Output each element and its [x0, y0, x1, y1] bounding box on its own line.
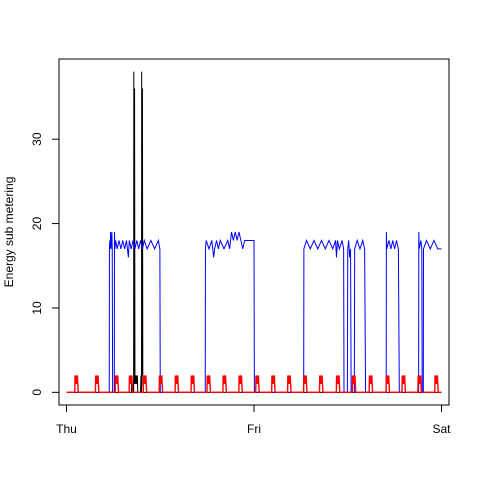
series-layer — [66, 71, 442, 394]
y-tick-label: 10 — [30, 301, 44, 315]
x-tick-label: Fri — [247, 422, 261, 436]
y-tick-label: 20 — [30, 217, 44, 231]
series-line-1 — [66, 231, 442, 393]
y-tick-label: 30 — [30, 132, 44, 146]
y-axis-label: Energy sub metering — [2, 177, 16, 288]
x-tick-label: Sat — [432, 422, 451, 436]
x-axis: Thu Fri Sat — [56, 404, 451, 436]
y-tick-label: 0 — [30, 389, 44, 396]
x-tick-label: Thu — [56, 422, 77, 436]
series-line-2 — [66, 375, 442, 394]
y-axis: 0 10 20 30 — [30, 132, 60, 396]
